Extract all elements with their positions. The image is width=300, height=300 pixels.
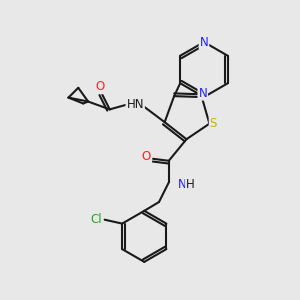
Text: N: N — [198, 87, 207, 100]
Text: O: O — [95, 80, 104, 93]
Text: O: O — [142, 150, 151, 164]
Text: Cl: Cl — [91, 213, 103, 226]
Text: HN: HN — [127, 98, 144, 111]
Text: S: S — [210, 117, 217, 130]
Text: N: N — [200, 35, 208, 49]
Text: N: N — [178, 178, 187, 191]
Text: H: H — [186, 178, 195, 191]
